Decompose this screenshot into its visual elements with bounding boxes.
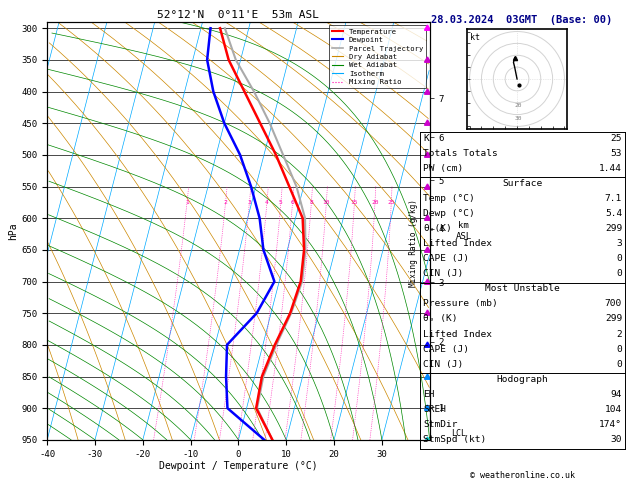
Text: Most Unstable: Most Unstable	[485, 284, 560, 294]
Text: CAPE (J): CAPE (J)	[423, 254, 469, 263]
Text: CIN (J): CIN (J)	[423, 360, 464, 369]
Text: 8: 8	[309, 200, 313, 205]
Text: 0: 0	[616, 360, 622, 369]
Text: StmSpd (kt): StmSpd (kt)	[423, 435, 487, 444]
Text: SREH: SREH	[423, 405, 447, 414]
Text: CIN (J): CIN (J)	[423, 269, 464, 278]
Text: K: K	[423, 134, 429, 143]
Text: 5: 5	[279, 200, 283, 205]
Text: Surface: Surface	[503, 179, 542, 188]
Text: Lifted Index: Lifted Index	[423, 330, 493, 339]
Text: 30: 30	[515, 116, 522, 121]
Text: 25: 25	[611, 134, 622, 143]
Text: 3: 3	[248, 200, 252, 205]
Text: 299: 299	[605, 224, 622, 233]
Text: 2: 2	[224, 200, 228, 205]
Title: 52°12'N  0°11'E  53m ASL: 52°12'N 0°11'E 53m ASL	[157, 10, 320, 20]
Y-axis label: km
ASL: km ASL	[455, 221, 472, 241]
Text: 94: 94	[611, 390, 622, 399]
Text: LCL: LCL	[451, 429, 465, 438]
Text: θₑ (K): θₑ (K)	[423, 314, 458, 324]
Legend: Temperature, Dewpoint, Parcel Trajectory, Dry Adiabat, Wet Adiabat, Isotherm, Mi: Temperature, Dewpoint, Parcel Trajectory…	[330, 25, 426, 88]
Text: PW (cm): PW (cm)	[423, 164, 464, 173]
Text: 174°: 174°	[599, 420, 622, 429]
Text: 0: 0	[616, 345, 622, 354]
Text: Temp (°C): Temp (°C)	[423, 194, 475, 203]
Y-axis label: hPa: hPa	[9, 222, 18, 240]
Text: 4: 4	[265, 200, 269, 205]
Text: 5.4: 5.4	[605, 209, 622, 218]
Text: 1: 1	[185, 200, 189, 205]
Text: 0: 0	[616, 254, 622, 263]
Text: 28.03.2024  03GMT  (Base: 00): 28.03.2024 03GMT (Base: 00)	[431, 15, 613, 25]
Text: Hodograph: Hodograph	[496, 375, 548, 384]
Text: 6: 6	[291, 200, 294, 205]
Text: 299: 299	[605, 314, 622, 324]
Text: Mixing Ratio (g/kg): Mixing Ratio (g/kg)	[409, 199, 418, 287]
Text: 15: 15	[351, 200, 358, 205]
Text: 20: 20	[371, 200, 379, 205]
Text: StmDir: StmDir	[423, 420, 458, 429]
Text: θₑ(K): θₑ(K)	[423, 224, 452, 233]
Text: 104: 104	[605, 405, 622, 414]
Text: Pressure (mb): Pressure (mb)	[423, 299, 498, 309]
Text: 30: 30	[611, 435, 622, 444]
Text: 20: 20	[515, 103, 522, 107]
Text: Dewp (°C): Dewp (°C)	[423, 209, 475, 218]
X-axis label: Dewpoint / Temperature (°C): Dewpoint / Temperature (°C)	[159, 461, 318, 471]
Text: EH: EH	[423, 390, 435, 399]
Text: © weatheronline.co.uk: © weatheronline.co.uk	[470, 471, 574, 480]
Text: 10: 10	[323, 200, 330, 205]
Text: 25: 25	[387, 200, 395, 205]
Text: Totals Totals: Totals Totals	[423, 149, 498, 158]
Text: kt: kt	[470, 33, 479, 42]
Text: CAPE (J): CAPE (J)	[423, 345, 469, 354]
Text: Lifted Index: Lifted Index	[423, 239, 493, 248]
Text: 700: 700	[605, 299, 622, 309]
Text: 3: 3	[616, 239, 622, 248]
Text: 53: 53	[611, 149, 622, 158]
Text: 7.1: 7.1	[605, 194, 622, 203]
Text: 2: 2	[616, 330, 622, 339]
Text: 1.44: 1.44	[599, 164, 622, 173]
Text: 0: 0	[616, 269, 622, 278]
